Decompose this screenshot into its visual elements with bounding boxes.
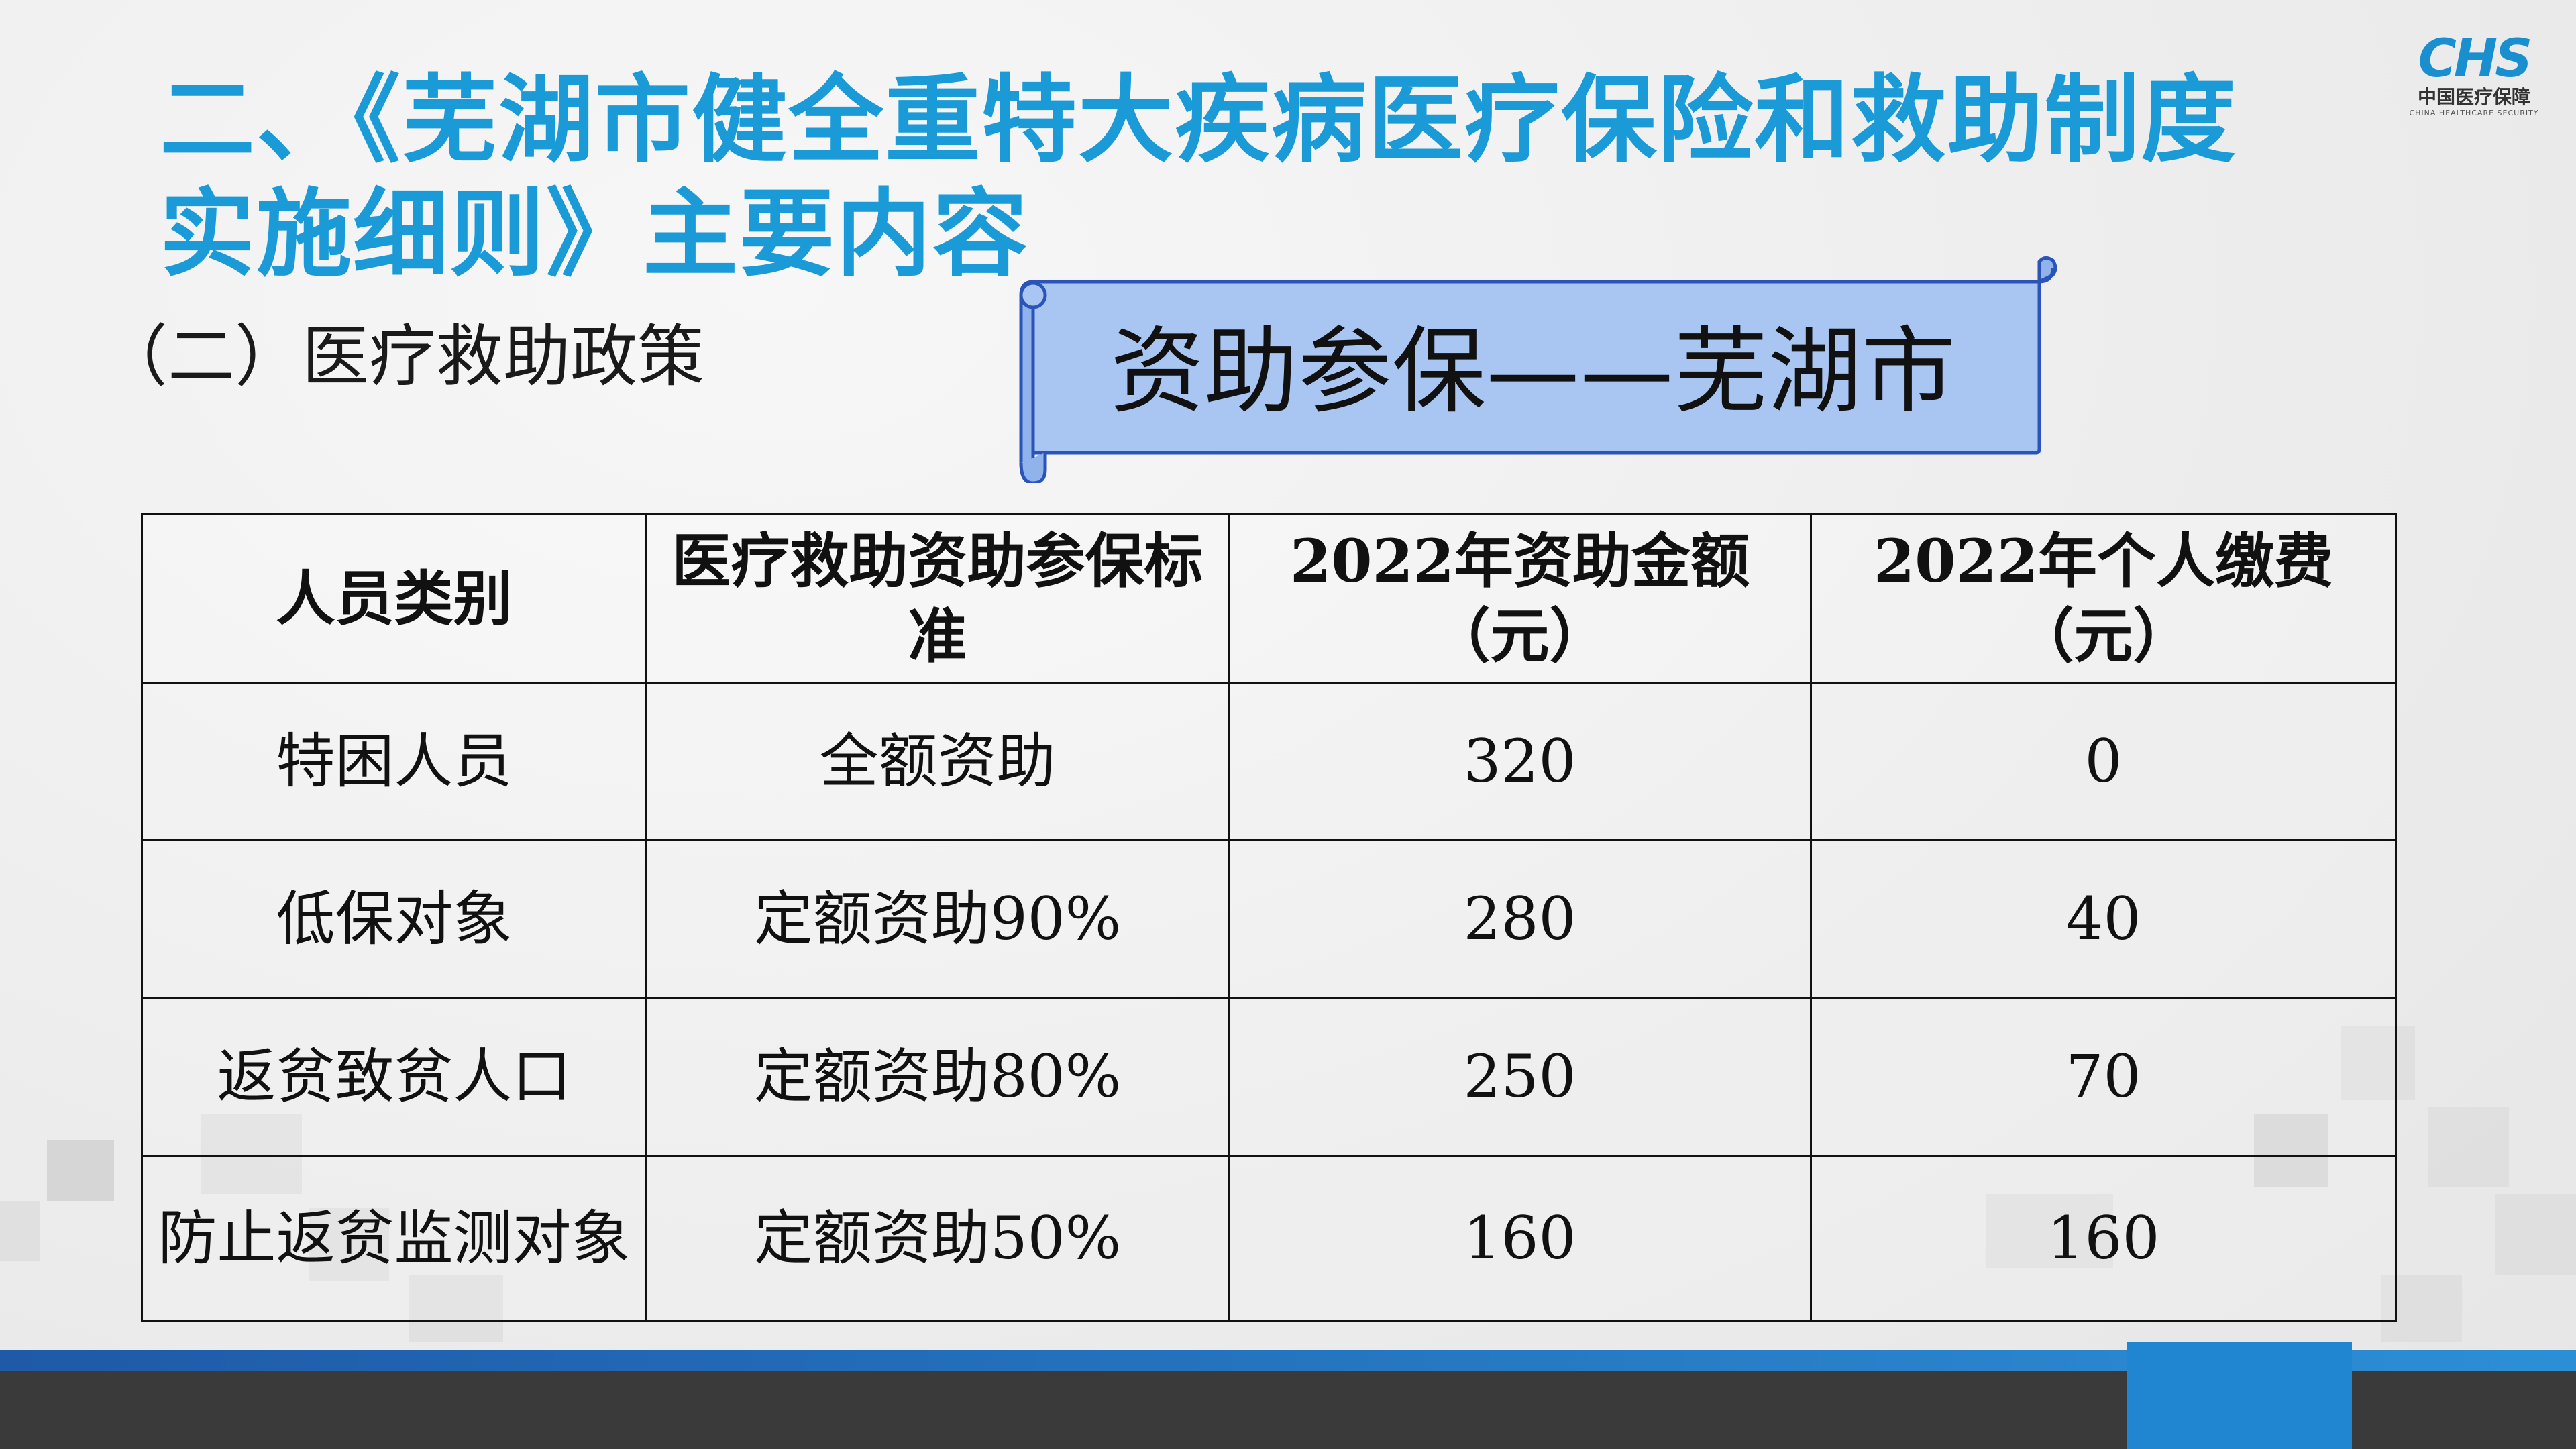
header-subsidy-standard: 医疗救助资助参保标准 [645, 513, 1230, 684]
section-subtitle: （二）医疗救助政策 [101, 317, 704, 396]
decor-square [47, 1140, 114, 1201]
table-row: 低保对象 定额资助90% 280 40 [141, 839, 2397, 999]
slide-title-line-1: 二、《芜湖市健全重特大疾病医疗保险和救助制度 [160, 65, 2237, 176]
cell-amount: 280 [1228, 839, 1812, 999]
decor-square [2428, 1107, 2509, 1187]
header-personal-payment: 2022年个人缴费（元） [1810, 513, 2397, 684]
cell-amount: 320 [1228, 682, 1812, 841]
logo-en-text: CHINA HEALTHCARE SECURITY [2409, 109, 2539, 117]
table-row: 特困人员 全额资助 320 0 [141, 682, 2397, 841]
chs-logo: CHS 中国医疗保障 CHINA HEALTHCARE SECURITY [2400, 32, 2548, 119]
cell-category: 防止返贫监测对象 [141, 1155, 647, 1322]
decor-square [2496, 1194, 2576, 1275]
cell-standard: 全额资助 [645, 682, 1230, 841]
cell-standard: 定额资助80% [645, 997, 1230, 1157]
slide-title-line-2: 实施细则》主要内容 [160, 179, 1029, 290]
cell-category: 低保对象 [141, 839, 647, 999]
cell-category: 返贫致贫人口 [141, 997, 647, 1157]
table-header-row: 人员类别 医疗救助资助参保标准 2022年资助金额（元） 2022年个人缴费（元… [141, 513, 2397, 684]
scroll-shape [1019, 256, 2057, 483]
subsidy-table: 人员类别 医疗救助资助参保标准 2022年资助金额（元） 2022年个人缴费（元… [141, 513, 2397, 1322]
header-subsidy-amount: 2022年资助金额（元） [1228, 513, 1812, 684]
banner-text: 资助参保——芜湖市 [1110, 317, 1955, 427]
decor-square [0, 1201, 40, 1261]
cell-amount: 160 [1228, 1155, 1812, 1322]
table-row: 防止返贫监测对象 定额资助50% 160 160 [141, 1155, 2397, 1322]
footer-accent-block [2127, 1342, 2352, 1449]
table-row: 返贫致贫人口 定额资助80% 250 70 [141, 997, 2397, 1157]
cell-payment: 0 [1810, 682, 2397, 841]
slide-title: 二、《芜湖市健全重特大疾病医疗保险和救助制度 实施细则》主要内容 [160, 64, 2373, 292]
cell-category: 特困人员 [141, 682, 647, 841]
logo-cn-text: 中国医疗保障 [2417, 86, 2530, 108]
cell-payment: 160 [1810, 1155, 2397, 1322]
cell-payment: 40 [1810, 839, 2397, 999]
cell-payment: 70 [1810, 997, 2397, 1157]
cell-amount: 250 [1228, 997, 1812, 1157]
banner-scroll: 资助参保——芜湖市 [1006, 255, 2059, 483]
cell-standard: 定额资助90% [645, 839, 1230, 999]
cell-standard: 定额资助50% [645, 1155, 1230, 1322]
logo-mark: CHS [2418, 29, 2533, 89]
header-person-category: 人员类别 [141, 513, 647, 684]
